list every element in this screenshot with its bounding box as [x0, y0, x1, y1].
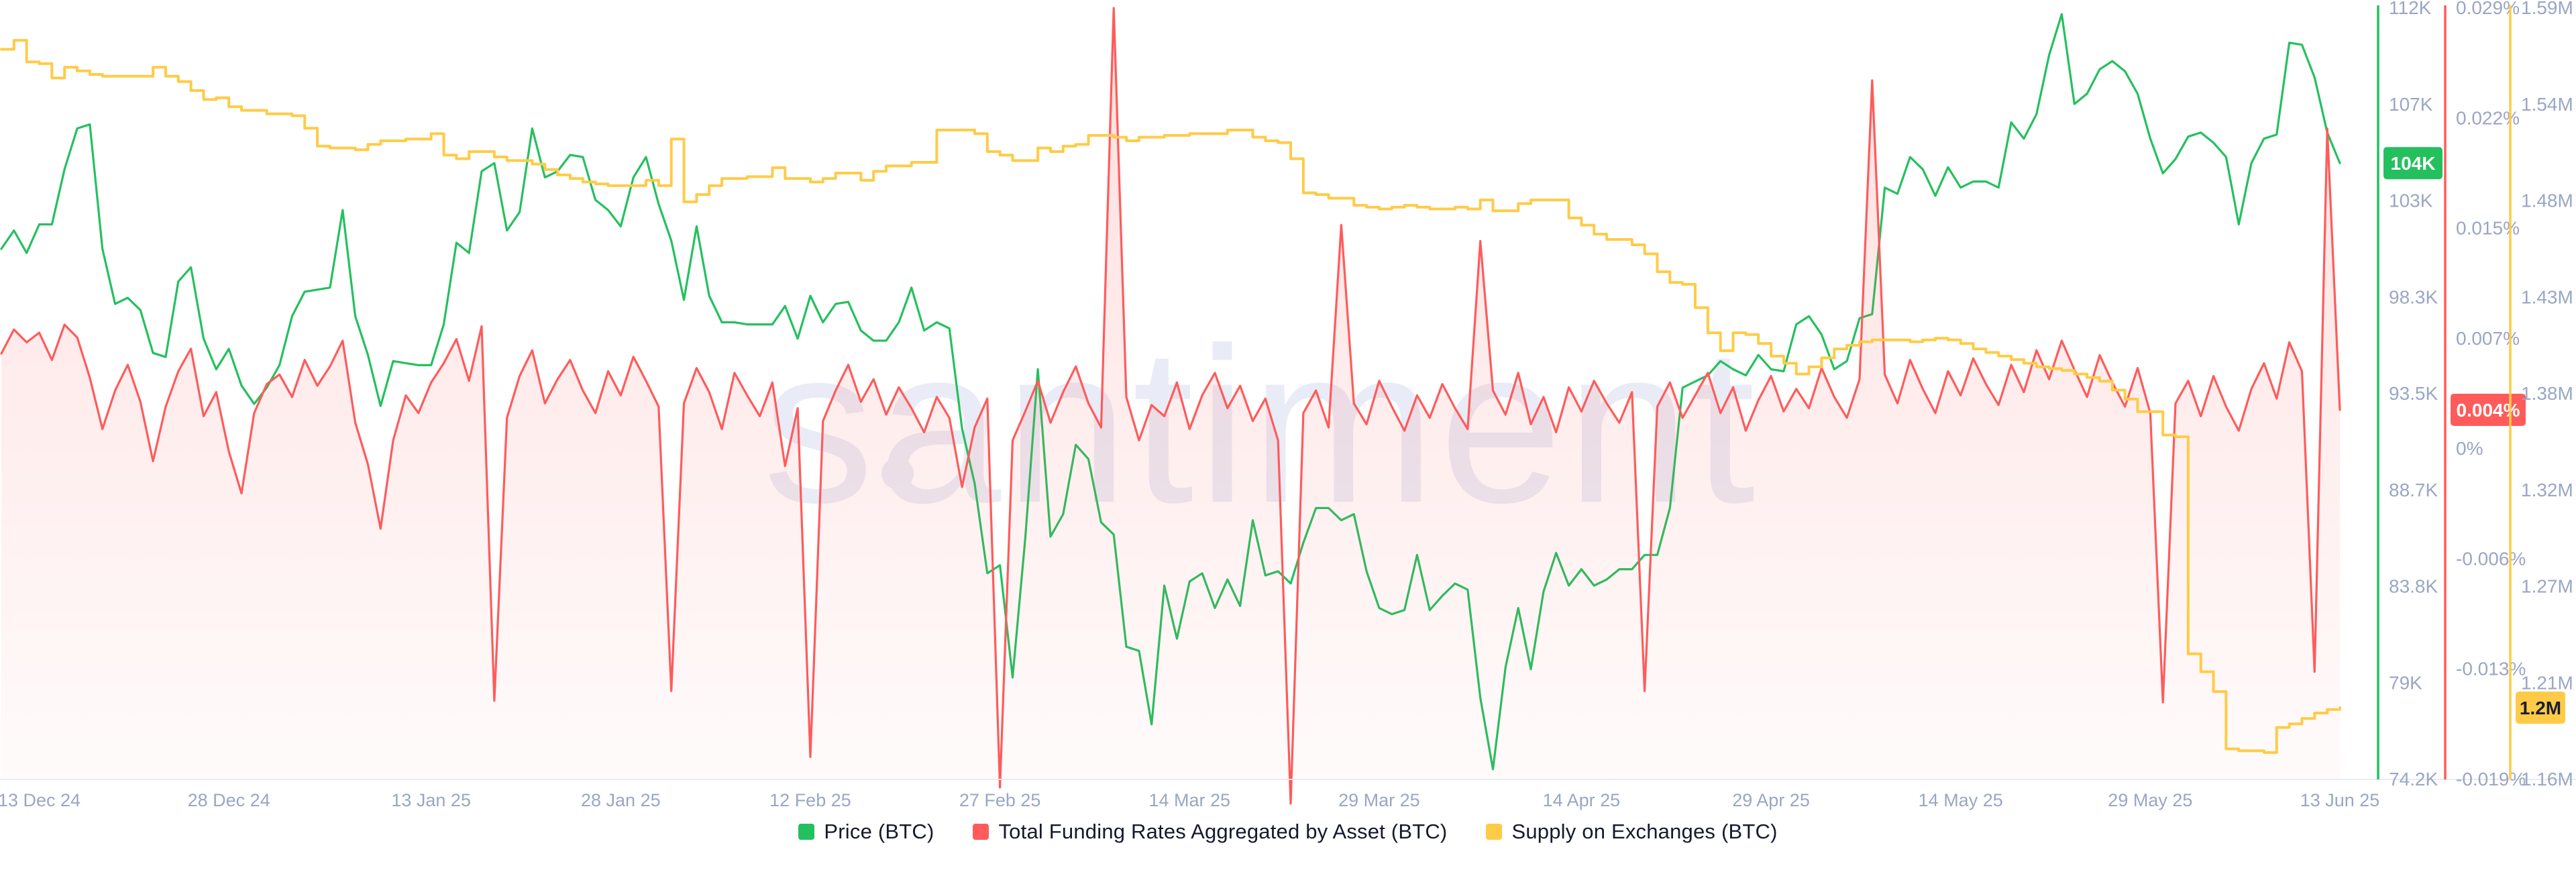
funding-line-series [0, 7, 2341, 805]
x-tick-label: 14 Apr 25 [1543, 790, 1621, 810]
supply-tick-label: 1.27M [2521, 576, 2573, 597]
supply-tick-label: 1.54M [2521, 94, 2573, 115]
legend-item-price[interactable]: Price (BTC) [798, 820, 934, 844]
funding-tick-label: 0.015% [2456, 218, 2520, 239]
price-tick-label: 79K [2389, 672, 2422, 693]
x-tick-label: 28 Dec 24 [188, 790, 270, 810]
legend-item-funding[interactable]: Total Funding Rates Aggregated by Asset … [973, 820, 1447, 844]
legend-item-label: Total Funding Rates Aggregated by Asset … [998, 820, 1448, 843]
legend-item-supply[interactable]: Supply on Exchanges (BTC) [1486, 820, 1777, 844]
x-tick-label: 13 Jan 25 [391, 790, 471, 810]
x-tick-label: 14 May 25 [1919, 790, 2003, 810]
supply-line-series [0, 39, 2341, 754]
supply-current-badge-label: 1.2M [2520, 698, 2561, 718]
supply-swatch-icon [1486, 824, 1503, 840]
price-tick-label: 83.8K [2389, 576, 2438, 597]
x-tick-label: 27 Feb 25 [959, 790, 1041, 810]
x-tick-label: 29 Mar 25 [1338, 790, 1420, 810]
price-swatch-icon [798, 824, 815, 840]
supply-tick-label: 1.21M [2521, 672, 2573, 693]
funding-tick-label: -0.006% [2456, 548, 2526, 569]
price-current-badge-label: 104K [2391, 153, 2436, 174]
x-tick-label: 28 Jan 25 [581, 790, 661, 810]
price-tick-label: 107K [2389, 94, 2433, 115]
price-tick-label: 112K [2389, 0, 2432, 18]
supply-tick-label: 1.59M [2521, 0, 2573, 18]
x-tick-label: 13 Jun 25 [2300, 790, 2380, 810]
supply-tick-label: 1.48M [2521, 190, 2573, 211]
legend-item-label: Supply on Exchanges (BTC) [1511, 820, 1778, 843]
supply-current-badge [2516, 692, 2565, 724]
price-tick-label: 98.3K [2389, 286, 2438, 307]
price-tick-label: 88.7K [2389, 480, 2438, 500]
funding-tick-label: 0% [2456, 438, 2483, 459]
funding-swatch-icon [973, 824, 989, 840]
price-current-badge [2383, 147, 2443, 180]
x-tick-label: 13 Dec 24 [0, 790, 80, 810]
x-tick-label: 12 Feb 25 [769, 790, 851, 810]
funding-current-badge [2451, 393, 2526, 426]
funding-area-fill [1, 8, 2340, 804]
x-tick-label: 29 May 25 [2108, 790, 2192, 810]
price-tick-label: 93.5K [2389, 383, 2438, 404]
price-tick-label: 103K [2389, 190, 2433, 211]
price-tick-label: 74.2K [2389, 769, 2438, 789]
supply-tick-label: 1.43M [2521, 286, 2573, 307]
x-tick-label: 29 Apr 25 [1732, 790, 1810, 810]
supply-tick-label: 1.32M [2521, 480, 2573, 500]
supply-tick-label: 1.16M [2521, 769, 2573, 789]
funding-tick-label: -0.019% [2456, 769, 2526, 789]
funding-tick-label: 0.022% [2456, 107, 2520, 128]
legend-item-label: Price (BTC) [824, 820, 934, 843]
funding-tick-label: 0.007% [2456, 328, 2520, 349]
x-tick-label: 14 Mar 25 [1148, 790, 1230, 810]
supply-tick-label: 1.38M [2521, 383, 2573, 404]
funding-tick-label: -0.013% [2456, 659, 2526, 679]
funding-tick-label: 0.029% [2456, 0, 2520, 18]
chart-legend: Price (BTC) Total Funding Rates Aggregate… [0, 820, 2576, 844]
series-group [0, 7, 2341, 805]
